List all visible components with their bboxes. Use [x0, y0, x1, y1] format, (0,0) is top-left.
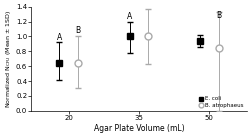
- Text: B: B: [75, 26, 80, 35]
- X-axis label: Agar Plate Volume (mL): Agar Plate Volume (mL): [94, 124, 184, 133]
- Text: A: A: [56, 33, 62, 42]
- Y-axis label: Normalized N$_\mathregular{CFU}$ (Mean ± 1SD): Normalized N$_\mathregular{CFU}$ (Mean ±…: [4, 10, 13, 108]
- Text: B: B: [215, 11, 220, 20]
- Text: A: A: [126, 12, 132, 21]
- Legend: E. coli, B. atrophaeus: E. coli, B. atrophaeus: [196, 96, 243, 108]
